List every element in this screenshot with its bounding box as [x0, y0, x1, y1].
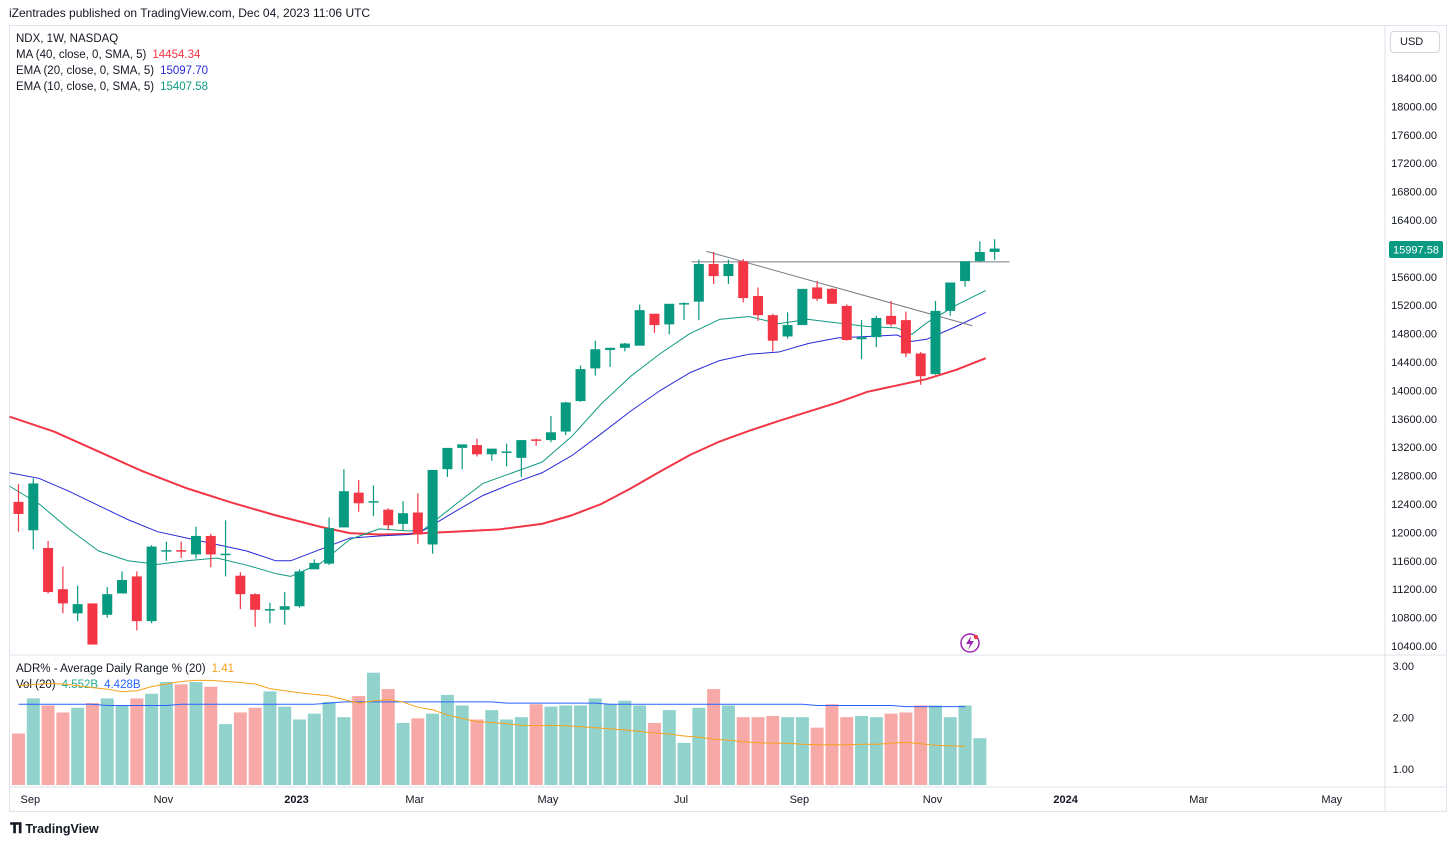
vol-legend[interactable]: Vol (20) 4.552B 4.428B [16, 677, 234, 693]
ma40-value: 14454.34 [152, 49, 201, 61]
ema20-value: 15097.70 [160, 65, 209, 77]
chart-frame [9, 25, 1447, 812]
tradingview-logo-icon: 𝐓𝐈 [10, 820, 22, 836]
symbol-legend[interactable]: NDX, 1W, NASDAQ [16, 33, 119, 45]
publisher-line: iZentrades published on TradingView.com,… [9, 6, 371, 20]
main-legend: NDX, 1W, NASDAQ MA (40, close, 0, SMA, 5… [16, 31, 208, 95]
ma40-label: MA (40, close, 0, SMA, 5) [16, 49, 147, 61]
adr-value: 1.41 [211, 663, 235, 675]
brand-name: TradingView [25, 821, 99, 836]
ema10-value: 15407.58 [160, 81, 209, 93]
adr-label: ADR% - Average Daily Range % (20) [16, 663, 206, 675]
sub-legend: ADR% - Average Daily Range % (20) 1.41 Vo… [16, 661, 234, 693]
vol-value-1: 4.552B [61, 679, 99, 691]
ema20-label: EMA (20, close, 0, SMA, 5) [16, 65, 155, 77]
vol-value-2: 4.428B [104, 679, 141, 691]
brand-footer[interactable]: 𝐓𝐈 TradingView [10, 820, 99, 837]
ema10-legend[interactable]: EMA (10, close, 0, SMA, 5) 15407.58 [16, 79, 208, 95]
vol-label: Vol (20) [16, 679, 56, 691]
currency-button[interactable]: USD [1390, 31, 1440, 53]
adr-legend[interactable]: ADR% - Average Daily Range % (20) 1.41 [16, 661, 234, 677]
ma40-legend[interactable]: MA (40, close, 0, SMA, 5) 14454.34 [16, 47, 208, 63]
ema10-label: EMA (10, close, 0, SMA, 5) [16, 81, 155, 93]
ema20-legend[interactable]: EMA (20, close, 0, SMA, 5) 15097.70 [16, 63, 208, 79]
